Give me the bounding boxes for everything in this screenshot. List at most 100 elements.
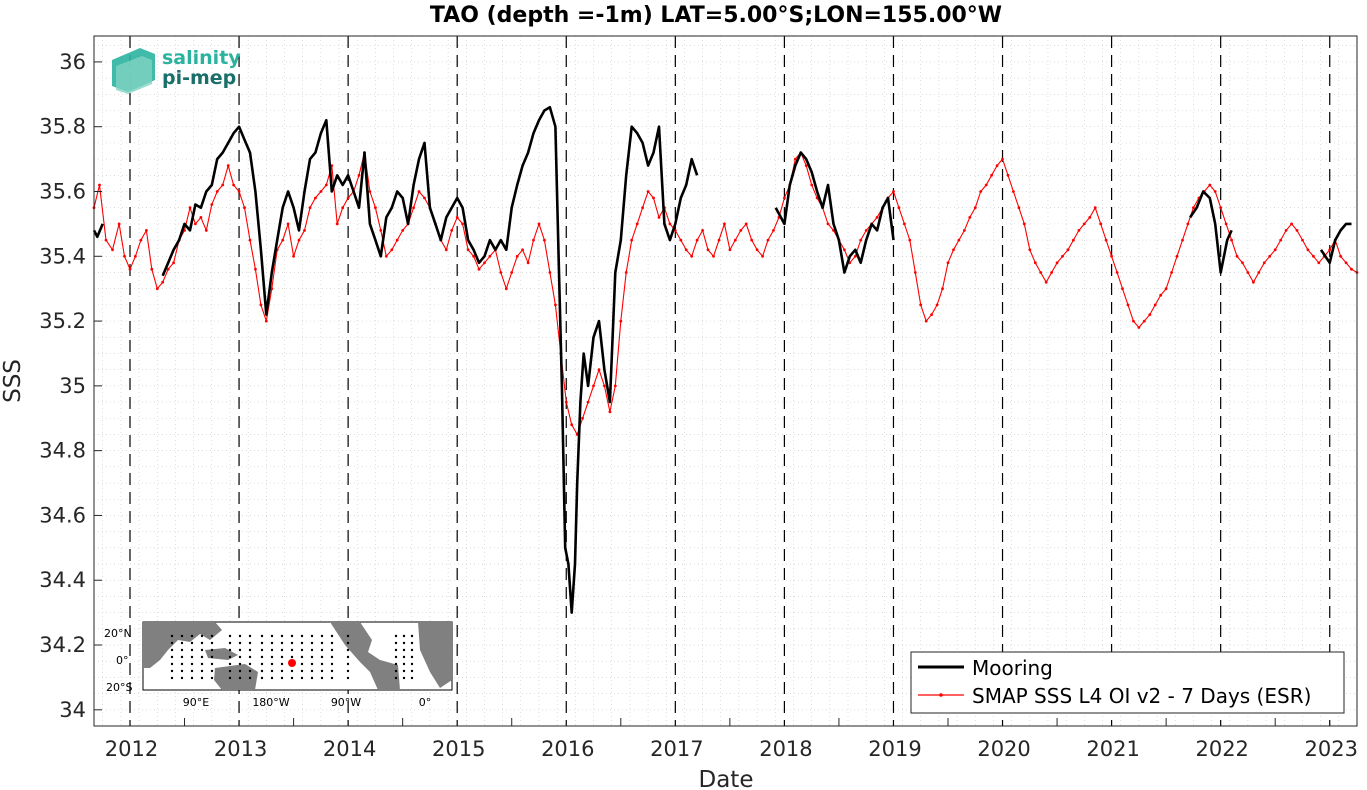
series-point-smap xyxy=(1099,222,1103,226)
y-tick-label: 34.6 xyxy=(39,503,86,527)
inset-map-dot xyxy=(320,662,324,666)
series-point-smap xyxy=(1339,254,1342,258)
series-point-smap xyxy=(1295,229,1299,232)
series-point-smap xyxy=(761,254,764,258)
series-point-smap xyxy=(706,248,710,252)
inset-map-dot xyxy=(170,669,174,673)
series-point-smap xyxy=(548,271,552,274)
y-tick-label: 36 xyxy=(59,50,86,74)
series-point-smap xyxy=(570,423,574,427)
inset-map-dot xyxy=(394,648,398,652)
legend: Mooring SMAP SSS L4 OI v2 - 7 Days (ESR) xyxy=(910,651,1345,714)
inset-map-dot xyxy=(200,655,204,659)
inset-map-dot xyxy=(346,669,350,673)
series-point-smap xyxy=(1148,313,1152,316)
inset-map-dot xyxy=(410,648,414,652)
series-point-smap xyxy=(979,190,983,193)
inset-map-dot xyxy=(180,634,184,638)
series-point-smap xyxy=(1344,261,1348,265)
series-point-smap xyxy=(139,238,143,242)
series-point-smap xyxy=(679,238,683,242)
series-point-smap xyxy=(384,254,388,258)
inset-map-dot xyxy=(280,655,284,659)
series-point-smap xyxy=(908,238,912,242)
inset-map-dot xyxy=(210,676,214,680)
series-point-smap xyxy=(564,400,568,404)
series-point-smap xyxy=(1044,280,1048,284)
series-point-smap xyxy=(172,261,176,265)
series-point-smap xyxy=(1039,271,1043,274)
inset-map-dot xyxy=(190,662,194,666)
series-point-smap xyxy=(537,222,541,226)
inset-lon-label-1: 90°E xyxy=(183,696,209,709)
inset-map-dot xyxy=(346,648,350,652)
inset-map-dot xyxy=(238,676,242,680)
inset-map-dot xyxy=(300,634,304,638)
inset-map-dot xyxy=(228,634,232,638)
series-point-smap xyxy=(314,196,317,200)
inset-map-dot xyxy=(330,676,334,680)
series-point-smap xyxy=(1104,238,1108,242)
y-axis-label: SSS xyxy=(0,359,26,403)
inset-map-dot xyxy=(290,648,294,652)
inset-map-dot xyxy=(210,669,214,673)
series-point-smap xyxy=(226,164,230,168)
series-point-smap xyxy=(1164,287,1168,291)
series-point-smap xyxy=(423,196,426,200)
series-point-smap xyxy=(117,222,121,226)
series-point-smap xyxy=(783,196,786,200)
inset-lon-label-4: 0° xyxy=(419,696,432,709)
inset-map-dot xyxy=(248,648,252,652)
series-point-smap xyxy=(303,229,306,232)
series-point-smap xyxy=(755,248,759,252)
series-point-smap xyxy=(973,206,977,210)
series-point-smap xyxy=(1284,229,1288,232)
inset-lon-label-3: 90°W xyxy=(331,696,361,709)
series-point-smap xyxy=(526,261,530,265)
x-tick-label: 2016 xyxy=(541,737,594,761)
series-point-smap xyxy=(613,384,617,388)
inset-map-dot xyxy=(210,662,214,666)
inset-map-dot xyxy=(200,634,204,638)
inset-map-land-africa xyxy=(418,622,452,688)
y-tick-label: 35.4 xyxy=(39,244,86,268)
series-point-smap xyxy=(270,287,274,291)
y-tick-label: 34 xyxy=(59,698,86,722)
series-point-smap xyxy=(930,313,933,316)
series-point-smap xyxy=(1001,157,1004,161)
inset-map-dot xyxy=(228,676,232,680)
series-point-smap xyxy=(1110,254,1113,258)
inset-map-dot xyxy=(300,662,304,666)
series-point-smap xyxy=(1301,238,1304,242)
inset-map-dot xyxy=(200,669,204,673)
inset-map-dot xyxy=(290,669,294,673)
series-point-smap xyxy=(701,229,704,232)
inset-map-dot xyxy=(402,676,406,680)
x-tick-label: 2012 xyxy=(105,737,158,761)
series-point-smap xyxy=(1115,271,1119,274)
inset-map-dot xyxy=(238,655,242,659)
series-point-smap xyxy=(1072,238,1075,242)
inset-map-dot xyxy=(280,669,284,673)
series-point-smap xyxy=(624,271,628,274)
inset-map: 20°N 0° 20°S 90°E 180°W 90°W 0° xyxy=(104,621,453,709)
series-point-smap xyxy=(194,222,197,226)
inset-map-dot xyxy=(248,634,252,638)
inset-map-dot xyxy=(310,648,314,652)
series-point-smap xyxy=(444,248,448,252)
inset-map-land-americas xyxy=(330,622,400,690)
series-point-smap xyxy=(145,229,148,232)
inset-lat-label-1: 20°N xyxy=(104,627,132,640)
inset-map-land-australia xyxy=(214,664,258,690)
inset-map-dot xyxy=(190,655,194,659)
inset-map-dot xyxy=(170,634,174,638)
inset-map-dot xyxy=(270,662,274,666)
series-point-smap xyxy=(319,190,323,193)
inset-map-dot xyxy=(300,676,304,680)
x-tick-label: 2023 xyxy=(1305,737,1358,761)
series-point-smap xyxy=(111,248,114,252)
inset-map-dot xyxy=(238,634,242,638)
series-point-smap xyxy=(875,216,879,219)
inset-map-dot xyxy=(270,641,274,645)
series-point-smap xyxy=(1050,271,1053,274)
